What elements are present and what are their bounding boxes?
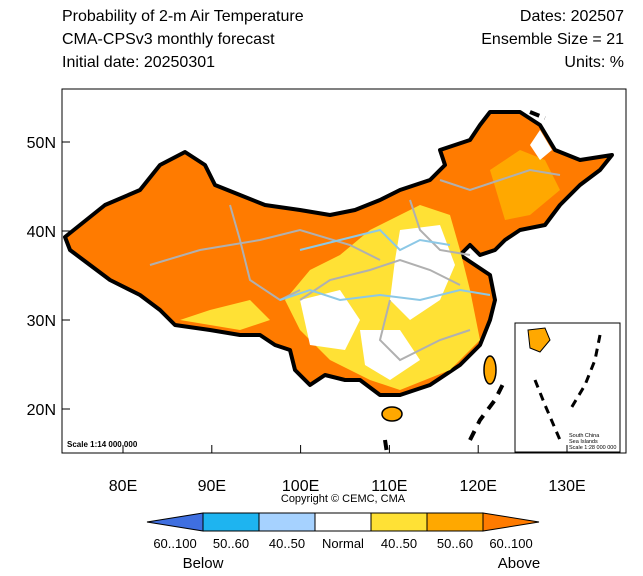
lon-label: 110E — [371, 478, 407, 495]
info-line: Ensemble Size = 21 — [481, 31, 624, 48]
lat-label: 20N — [27, 402, 56, 419]
inset-coast — [527, 327, 551, 353]
lon-label: 100E — [282, 478, 319, 495]
below-label: Below — [183, 555, 224, 572]
hainan — [381, 406, 403, 422]
lat-label: 40N — [27, 224, 56, 241]
colorbar-label: 50..60 — [213, 536, 249, 551]
colorbar-label: 50..60 — [437, 536, 473, 551]
lon-label: 90E — [198, 478, 226, 495]
colorbar-label: 40..50 — [381, 536, 417, 551]
colorbar-label: 60..100 — [489, 536, 532, 551]
taiwan — [483, 355, 497, 385]
inset-text: South China — [569, 433, 600, 439]
colorbar-segment — [314, 512, 372, 532]
lon-label: 130E — [548, 478, 585, 495]
colorbar-label: 60..100 — [153, 536, 196, 551]
inset-text: Scale 1:28 000 000 — [569, 445, 616, 451]
colorbar-segment — [146, 512, 204, 532]
nine-dash-line — [383, 379, 507, 454]
colorbar-label: 40..50 — [269, 536, 305, 551]
lat-label: 50N — [27, 135, 56, 152]
title-line: CMA-CPSv3 monthly forecast — [62, 31, 275, 48]
colorbar-segment — [370, 512, 428, 532]
info-line: Units: % — [564, 54, 624, 71]
rivers — [279, 228, 491, 302]
colorbar-segment — [202, 512, 260, 532]
inset-text: Sea Islands — [569, 439, 598, 445]
lon-label: 80E — [109, 478, 137, 495]
lat-label: 30N — [27, 313, 56, 330]
colorbar-segment — [482, 512, 540, 532]
title-line: Probability of 2-m Air Temperature — [62, 8, 304, 25]
colorbar-segment — [258, 512, 316, 532]
lon-label: 120E — [460, 478, 497, 495]
copyright: Copyright © CEMC, CMA — [281, 493, 406, 505]
border-dash — [529, 110, 546, 120]
above-label: Above — [498, 555, 541, 572]
province-lines — [149, 168, 561, 362]
title-line: Initial date: 20250301 — [62, 54, 215, 71]
colorbar-label: Normal — [322, 536, 364, 551]
map-scale: Scale 1:14 000 000 — [67, 440, 138, 449]
colorbar-segment — [426, 512, 484, 532]
info-line: Dates: 202507 — [520, 8, 624, 25]
